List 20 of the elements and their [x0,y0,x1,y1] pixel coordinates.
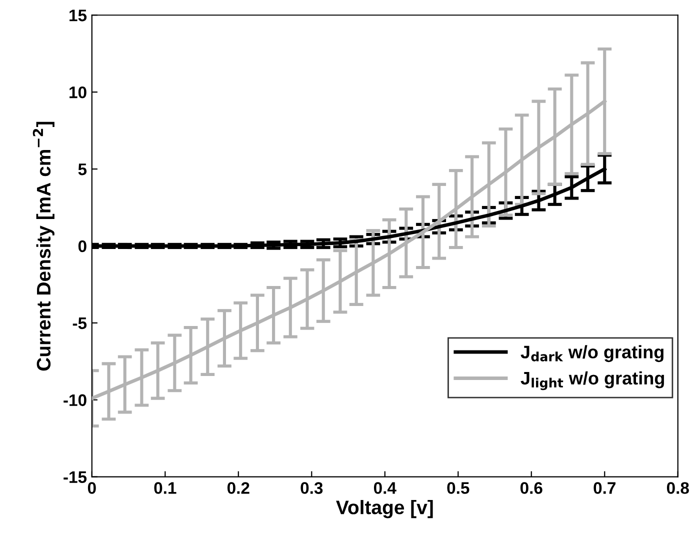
x-tick-label: 0.1 [154,482,176,494]
y-tick-label: 10 [70,86,86,98]
x-tick-label: 0.8 [666,482,689,494]
y-axis-title: Current Density [mA cm$^{−2}$] [32,122,54,371]
y-tick-label: -15 [64,471,87,484]
y-tick-label: 15 [70,10,87,22]
x-tick-label: 0.2 [227,482,250,494]
x-tick-label: 0 [88,482,96,494]
y-tick-label: -5 [72,317,87,330]
x-tick-label: 0.7 [594,482,616,494]
x-tick-label: 0.3 [300,482,323,494]
y-tick-label: -10 [64,394,86,406]
x-axis-title: Voltage [v] [336,500,433,518]
x-tick-label: 0.4 [374,482,396,494]
y-tick-label: 5 [78,164,87,176]
legend-label: J$_{light}$ w/o grating [520,371,664,390]
legend-label: J$_{dark}$ w/o grating [520,345,664,362]
y-tick-label: 0 [78,240,86,252]
x-tick-label: 0.6 [520,482,542,494]
x-tick-label: 0.5 [447,482,470,494]
